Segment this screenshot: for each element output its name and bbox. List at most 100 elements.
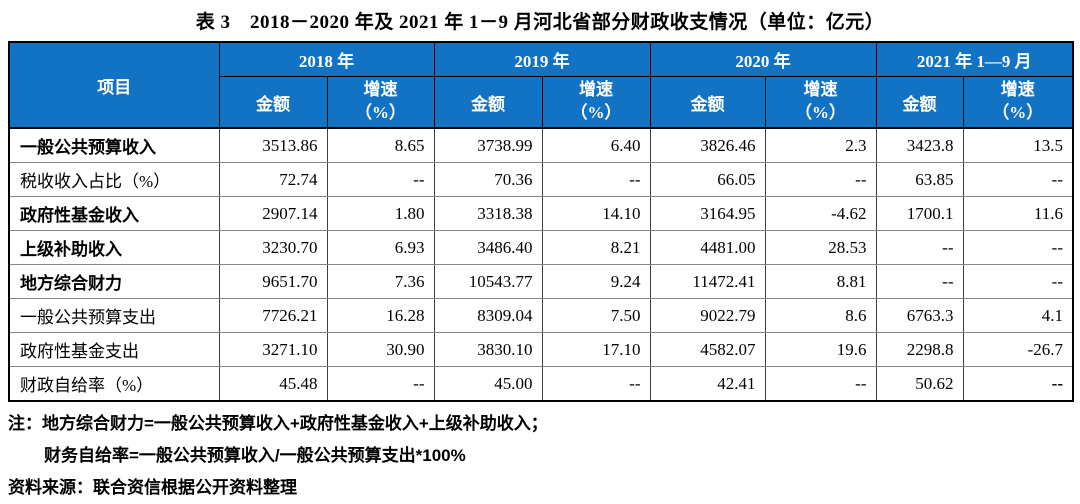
header-year-row: 项目 2018 年 2019 年 2020 年 2021 年 1—9 月	[8, 41, 1074, 129]
table-title: 表 3 2018－2020 年及 2021 年 1－9 月河北省部分财政收支情况…	[195, 12, 885, 33]
cell-value: 4.1	[962, 298, 1074, 333]
cell-value: --	[962, 162, 1074, 197]
cell-value: 8.6	[764, 298, 877, 333]
table-row: 一般公共预算收入 3513.86 8.65 3738.99 6.40 3826.46 2.3…	[8, 127, 1074, 163]
cell-value: 2.3	[764, 127, 877, 163]
cell-value: -4.62	[764, 196, 877, 231]
cell-value: --	[326, 366, 435, 402]
cell-value: 2907.14	[218, 196, 328, 231]
note-line-2: 财务自给率=一般公共预算收入/一般公共预算支出*100%	[44, 446, 466, 465]
cell-value: 4582.07	[649, 332, 766, 367]
cell-value: 8.21	[541, 230, 651, 265]
header-sub-row: 金额 增速 （%） 金额 增速 （%） 金额 增速 （%） 金额 增速 （%）	[9, 76, 1074, 129]
cell-value: 9.24	[541, 264, 651, 299]
cell-value: 7726.21	[218, 298, 328, 333]
row-label: 地方综合财力	[8, 264, 220, 299]
cell-value: --	[541, 366, 651, 402]
cell-value: 6.40	[541, 127, 651, 163]
row-label: 税收收入占比（%）	[8, 162, 220, 197]
item-column-header: 项目	[8, 41, 220, 129]
table-body: 一般公共预算收入 3513.86 8.65 3738.99 6.40 3826.46 2.3…	[8, 127, 1074, 402]
year-header-2020: 2020 年	[649, 41, 877, 77]
row-label: 财政自给率（%）	[8, 366, 220, 402]
row-label: 上级补助收入	[8, 230, 220, 265]
cell-value: 3230.70	[218, 230, 328, 265]
cell-value: 66.05	[649, 162, 766, 197]
cell-value: 3164.95	[649, 196, 766, 231]
cell-value: 9651.70	[218, 264, 328, 299]
cell-value: 72.74	[218, 162, 328, 197]
cell-value: 3830.10	[433, 332, 543, 367]
cell-value: 8.81	[764, 264, 877, 299]
cell-value: 3486.40	[433, 230, 543, 265]
finance-table: 项目 2018 年 2019 年 2020 年 2021 年 1—9 月 金额 …	[8, 41, 1074, 402]
cell-value: 8309.04	[433, 298, 543, 333]
cell-value: 11.6	[962, 196, 1074, 231]
cell-value: 3738.99	[433, 127, 543, 163]
year-header-2021: 2021 年 1—9 月	[875, 41, 1074, 77]
cell-value: --	[875, 264, 964, 299]
cell-value: --	[962, 264, 1074, 299]
cell-value: 3513.86	[218, 127, 328, 163]
table-row: 上级补助收入 3230.70 6.93 3486.40 8.21 4481.00 28.53…	[8, 230, 1074, 265]
note-line-1: 注：地方综合财力=一般公共预算收入+政府性基金收入+上级补助收入；	[8, 414, 548, 433]
cell-value: 3318.38	[433, 196, 543, 231]
year-header-2019: 2019 年	[433, 41, 651, 77]
cell-value: 13.5	[962, 127, 1074, 163]
cell-value: --	[764, 366, 877, 402]
source-line: 资料来源：联合资信根据公开资料整理	[8, 478, 297, 497]
growth-header-2021: 增速 （%）	[962, 76, 1074, 129]
table-row: 一般公共预算支出 7726.21 16.28 8309.04 7.50 9022.79 8.…	[8, 298, 1074, 333]
cell-value: 8.65	[326, 127, 435, 163]
cell-value: 4481.00	[649, 230, 766, 265]
cell-value: 1.80	[326, 196, 435, 231]
cell-value: 6763.3	[875, 298, 964, 333]
row-label: 政府性基金支出	[8, 332, 220, 367]
cell-value: --	[962, 366, 1074, 402]
cell-value: 19.6	[764, 332, 877, 367]
cell-value: 3271.10	[218, 332, 328, 367]
cell-value: 11472.41	[649, 264, 766, 299]
row-label: 一般公共预算收入	[8, 127, 220, 163]
amount-header-2021: 金额	[875, 76, 964, 129]
cell-value: 9022.79	[649, 298, 766, 333]
cell-value: 17.10	[541, 332, 651, 367]
cell-value: -26.7	[962, 332, 1074, 367]
cell-value: 2298.8	[875, 332, 964, 367]
growth-header-2019: 增速 （%）	[541, 76, 651, 129]
notes-block: 注：地方综合财力=一般公共预算收入+政府性基金收入+上级补助收入； 财务自给率=…	[8, 408, 1072, 504]
cell-value: 63.85	[875, 162, 964, 197]
cell-value: 50.62	[875, 366, 964, 402]
cell-value: 3826.46	[649, 127, 766, 163]
row-label: 政府性基金收入	[8, 196, 220, 231]
cell-value: 30.90	[326, 332, 435, 367]
amount-header-2020: 金额	[649, 76, 766, 129]
cell-value: 1700.1	[875, 196, 964, 231]
cell-value: 7.36	[326, 264, 435, 299]
table-row: 税收收入占比（%） 72.74 -- 70.36 -- 66.05 -- 63.85 --	[8, 162, 1074, 197]
cell-value: 70.36	[433, 162, 543, 197]
cell-value: 14.10	[541, 196, 651, 231]
cell-value: 42.41	[649, 366, 766, 402]
table-row: 地方综合财力 9651.70 7.36 10543.77 9.24 11472.41 8.8…	[8, 264, 1074, 299]
table-header: 项目 2018 年 2019 年 2020 年 2021 年 1—9 月 金额 …	[8, 41, 1074, 129]
growth-header-2020: 增速 （%）	[764, 76, 877, 129]
cell-value: --	[764, 162, 877, 197]
amount-header-2019: 金额	[433, 76, 543, 129]
cell-value: 45.48	[218, 366, 328, 402]
growth-header-2018: 增速 （%）	[326, 76, 435, 129]
cell-value: --	[541, 162, 651, 197]
cell-value: 45.00	[433, 366, 543, 402]
cell-value: --	[962, 230, 1074, 265]
table-row: 财政自给率（%） 45.48 -- 45.00 -- 42.41 -- 50.62 --	[8, 366, 1074, 402]
cell-value: 16.28	[326, 298, 435, 333]
row-label: 一般公共预算支出	[8, 298, 220, 333]
cell-value: 6.93	[326, 230, 435, 265]
year-header-2018: 2018 年	[218, 41, 435, 77]
cell-value: 10543.77	[433, 264, 543, 299]
cell-value: 3423.8	[875, 127, 964, 163]
amount-header-2018: 金额	[218, 76, 328, 129]
cell-value: --	[875, 230, 964, 265]
table-row: 政府性基金支出 3271.10 30.90 3830.10 17.10 4582.07 19…	[8, 332, 1074, 367]
cell-value: --	[326, 162, 435, 197]
